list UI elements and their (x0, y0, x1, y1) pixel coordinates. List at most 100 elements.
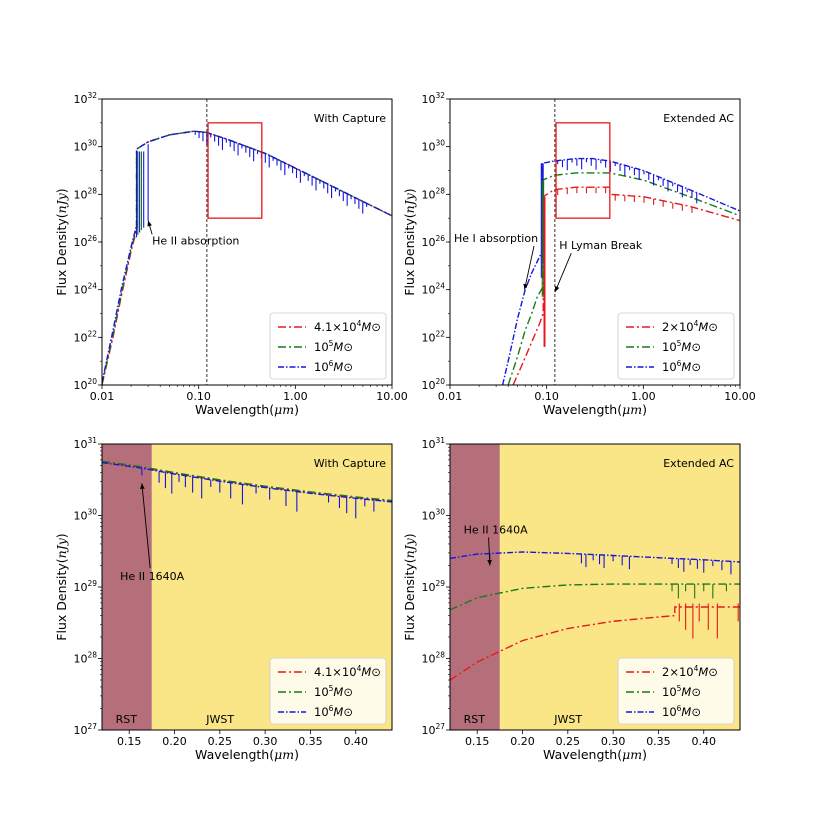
x-axis-title: Wavelength(μm) (543, 747, 647, 762)
y-tick-label-base: 10 (421, 510, 435, 523)
legend-label-unit: M⊙ (698, 665, 718, 679)
legend-label-exp: 4 (357, 664, 362, 673)
y-tick-label-base: 10 (421, 236, 435, 249)
y-tick-label-exp: 26 (87, 234, 97, 243)
chart-bottom-left: 0.15 0.20 0.25 0.30 0.35 0.401027102810291030… (54, 436, 393, 762)
y-tick-label-exp: 30 (435, 508, 445, 517)
y-tick-label-exp: 29 (435, 579, 445, 588)
legend-label-base: 4.1×10 (314, 665, 357, 679)
legend-label-1: 105M⊙ (662, 684, 701, 699)
y-tick-label: 1028 (73, 186, 97, 201)
series-line-1 (450, 583, 740, 611)
y-tick-label-exp: 30 (87, 508, 97, 517)
annotation-text: He I absorption (454, 232, 538, 245)
x-axis-title: Wavelength(μm) (543, 402, 647, 417)
legend-label-exp: 4 (694, 664, 699, 673)
legend-label-1: 105M⊙ (314, 684, 353, 699)
x-axis-title-part-0: Wavelength( (543, 747, 622, 762)
x-tick-label: 0.01 (90, 390, 115, 403)
y-tick-label-base: 10 (73, 93, 87, 106)
legend-label-exp: 5 (677, 684, 682, 693)
chart-bottom-right: 0.15 0.20 0.25 0.30 0.35 0.401027102810291030… (402, 436, 741, 762)
y-tick-label-base: 10 (421, 141, 435, 154)
y-tick-label-base: 10 (73, 510, 87, 523)
series-line-2 (450, 551, 740, 563)
x-axis-title-part-2: ) (294, 402, 299, 417)
y-axis-title-part-2: ) (402, 533, 417, 538)
annotation-text: He II absorption (152, 234, 239, 247)
y-tick-label-base: 10 (421, 93, 435, 106)
y-tick-label: 1027 (73, 722, 97, 737)
y-axis-title-part-0: Flux Density( (54, 558, 69, 640)
x-axis-title-part-1: μm (274, 747, 294, 762)
y-axis-title-part-0: Flux Density( (402, 213, 417, 295)
y-tick-label: 1031 (421, 436, 445, 451)
legend-label-base: 2×10 (662, 665, 694, 679)
legend-label-2: 106M⊙ (314, 359, 353, 374)
panel-title: Extended AC (663, 457, 734, 470)
y-tick-label: 1032 (73, 91, 97, 106)
y-tick-label-exp: 28 (435, 186, 445, 195)
y-tick-label-exp: 30 (87, 139, 97, 148)
y-axis-title: Flux Density(nJy) (402, 188, 417, 295)
y-tick-label: 1030 (421, 508, 445, 523)
legend-label-unit: M⊙ (698, 320, 718, 334)
y-tick-label-exp: 28 (87, 186, 97, 195)
legend-label-base: 2×10 (662, 320, 694, 334)
band-rst (102, 444, 152, 730)
legend-label-unit: M⊙ (361, 320, 381, 334)
y-tick-label-base: 10 (421, 284, 435, 297)
y-tick-label-exp: 27 (87, 722, 97, 731)
annotation-arrowhead (523, 283, 528, 290)
y-tick-label: 1028 (73, 651, 97, 666)
y-tick-label-exp: 27 (435, 722, 445, 731)
y-tick-label-exp: 22 (435, 329, 445, 338)
x-axis-title-part-2: ) (642, 747, 647, 762)
band-label: RST (464, 713, 486, 726)
legend-label-base: 10 (662, 685, 677, 699)
legend: 2×104M⊙105M⊙106M⊙ (617, 657, 735, 725)
legend-label-exp: 6 (329, 704, 334, 713)
y-tick-label: 1028 (421, 651, 445, 666)
x-tick-label: 10.00 (724, 390, 756, 403)
y-tick-label-exp: 30 (435, 139, 445, 148)
legend-label-base: 10 (314, 685, 329, 699)
x-axis-title-part-0: Wavelength( (195, 747, 274, 762)
y-tick-label: 1027 (421, 722, 445, 737)
legend: 4.1×104M⊙105M⊙106M⊙ (269, 312, 387, 380)
chart-top-right: 0.01 0.10 1.00 10.0010201022102410261028103… (402, 91, 756, 417)
y-tick-label-base: 10 (421, 724, 435, 737)
y-tick-label-exp: 26 (435, 234, 445, 243)
legend-frame (617, 312, 735, 380)
legend-label-exp: 5 (329, 684, 334, 693)
y-tick-label: 1030 (421, 139, 445, 154)
legend-label-1: 105M⊙ (314, 339, 353, 354)
x-tick-label: 0.20 (510, 735, 535, 748)
x-axis-title: Wavelength(μm) (195, 747, 299, 762)
y-axis-title: Flux Density(nJy) (54, 533, 69, 640)
y-tick-label: 1026 (73, 234, 97, 249)
x-tick-label: 10.00 (376, 390, 408, 403)
annotation-arrow (554, 252, 572, 293)
y-tick-label-exp: 28 (87, 651, 97, 660)
annotation-text: He II 1640A (120, 570, 185, 583)
x-tick-label: 0.01 (438, 390, 463, 403)
y-axis-title-part-2: ) (54, 188, 69, 193)
legend-label-unit: M⊙ (681, 705, 701, 719)
y-tick-label-exp: 31 (87, 436, 97, 445)
x-tick-label: 0.35 (298, 735, 323, 748)
legend-label-2: 106M⊙ (314, 704, 353, 719)
y-tick-label-base: 10 (73, 653, 87, 666)
legend-label-0: 4.1×104M⊙ (314, 664, 381, 679)
legend-label-unit: M⊙ (333, 340, 353, 354)
band-label: JWST (205, 713, 234, 726)
legend-label-2: 106M⊙ (662, 359, 701, 374)
y-tick-label: 1030 (73, 508, 97, 523)
y-tick-label: 1024 (73, 282, 97, 297)
y-axis-title: Flux Density(nJy) (402, 533, 417, 640)
y-tick-label-exp: 24 (435, 282, 445, 291)
annotation-arrowhead (487, 559, 492, 566)
legend-label-base: 10 (662, 340, 677, 354)
y-tick-label: 1030 (73, 139, 97, 154)
